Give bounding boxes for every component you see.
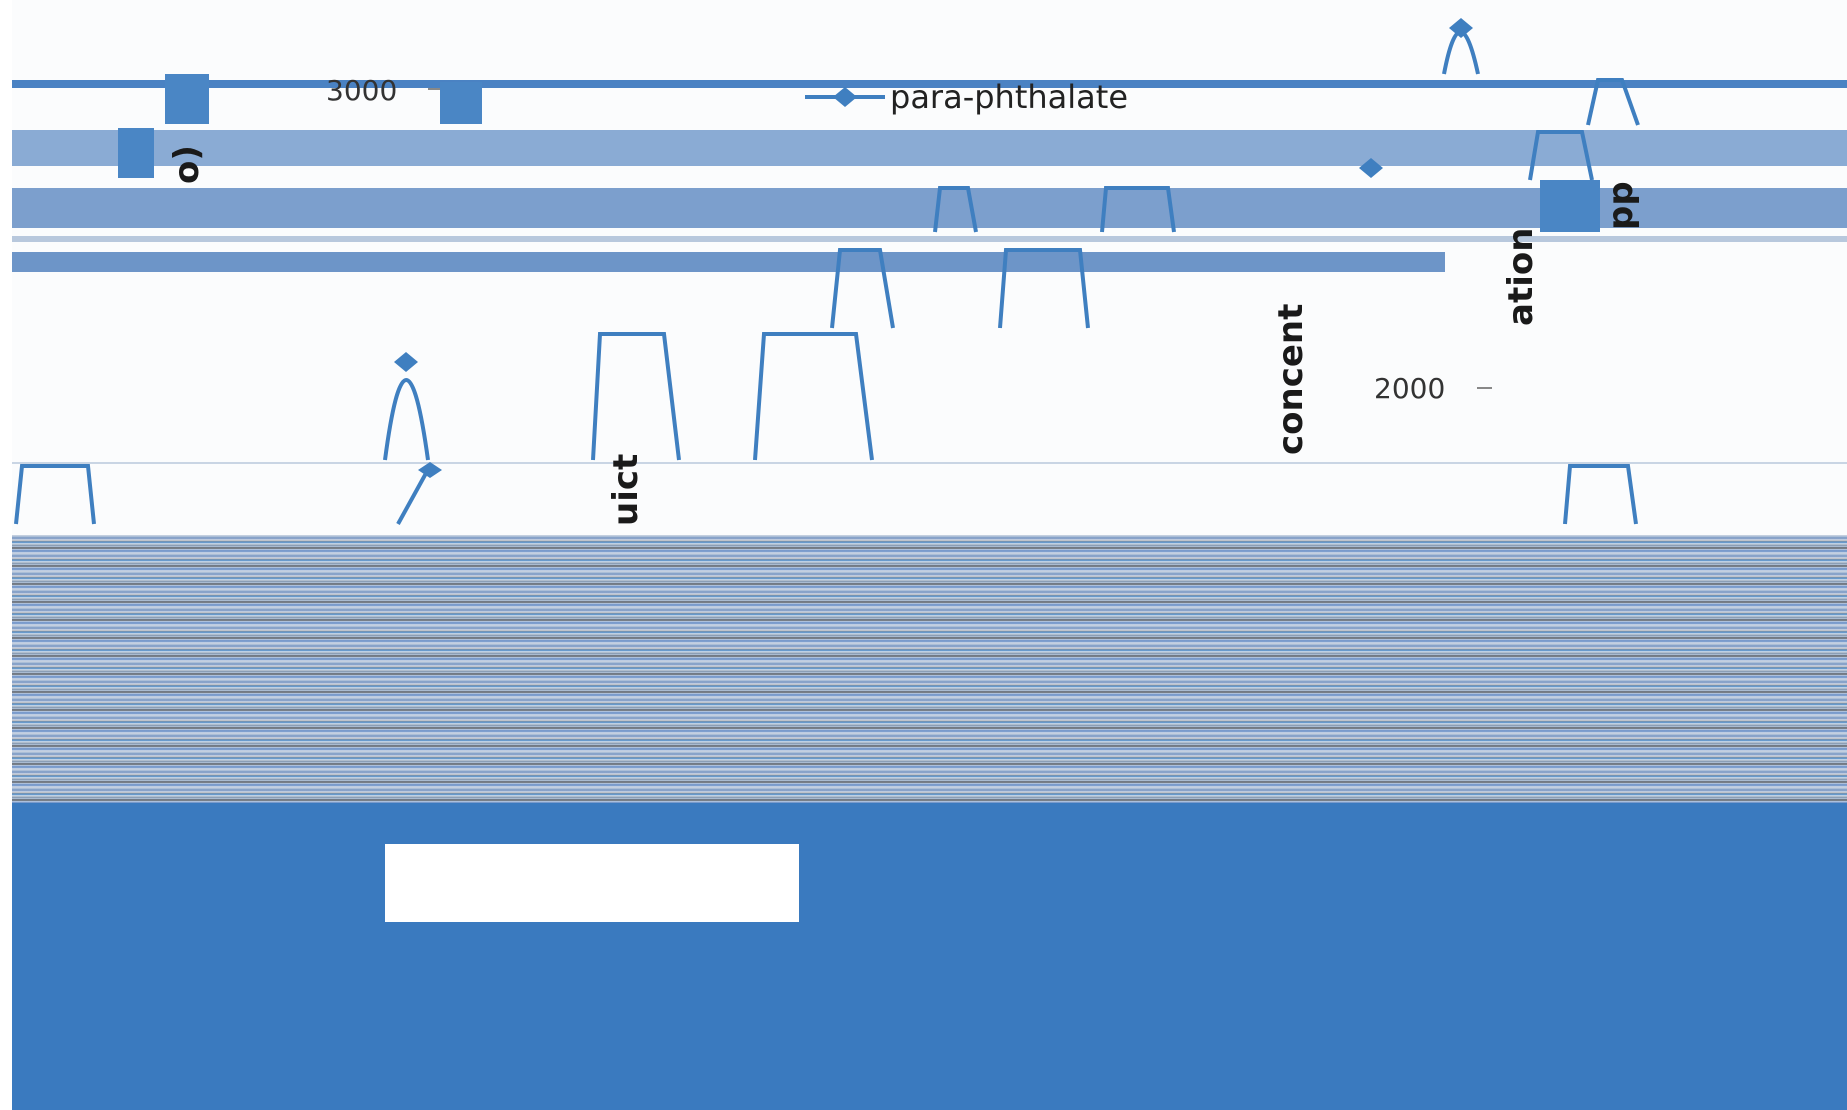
data-point-marker [1449, 18, 1473, 38]
data-point-marker [394, 352, 418, 372]
glitch-block [118, 128, 154, 178]
blank-label-box [385, 844, 799, 922]
y-axis-label-fragment: pp [1601, 181, 1641, 230]
series-segment [753, 332, 874, 461]
series-segment [1586, 78, 1640, 126]
image-noise-band [12, 535, 1847, 803]
y-axis-label-fragment: o) [167, 145, 207, 184]
glitch-block [165, 74, 209, 124]
legend-marker-diamond [833, 87, 857, 107]
series-segment [933, 186, 978, 233]
y-tick-label: 2000 [1374, 372, 1445, 405]
glitch-strip [12, 252, 1445, 272]
y-tick-label: 3000 [326, 74, 397, 107]
glitch-strip [12, 80, 1847, 88]
glitch-block [440, 82, 482, 124]
series-segment [1442, 30, 1480, 75]
blue-fill-region [12, 803, 1847, 1110]
glitch-block [1540, 180, 1600, 232]
series-segment [591, 332, 681, 461]
series-segment [383, 378, 430, 461]
series-segment [998, 248, 1090, 329]
y-axis-label-fragment: ation [1501, 228, 1541, 326]
series-segment [396, 465, 432, 525]
series-segment [1563, 464, 1638, 525]
series-para-phthalate [14, 30, 1640, 525]
series-segment [830, 248, 895, 329]
series-segment [1100, 186, 1176, 233]
data-point-marker [418, 462, 442, 478]
glitch-strip [12, 236, 1847, 242]
y-axis-label-fragment: concent [1271, 304, 1311, 455]
glitch-strip [12, 130, 1847, 166]
data-point-marker [1359, 158, 1383, 178]
y-axis-label-fragment: uict [606, 454, 646, 526]
series-segment [14, 464, 96, 525]
legend-label: para-phthalate [890, 78, 1128, 116]
glitch-strip [12, 462, 1847, 464]
series-segment [1528, 130, 1594, 181]
